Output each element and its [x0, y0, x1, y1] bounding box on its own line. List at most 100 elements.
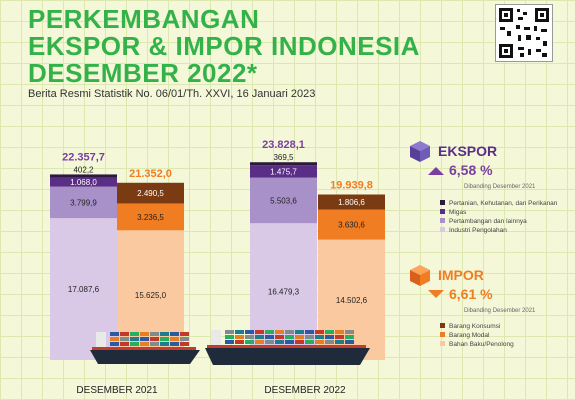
- ship-bridge: [211, 330, 221, 345]
- container: [160, 342, 169, 346]
- container: [315, 335, 324, 339]
- container: [110, 342, 119, 346]
- ekspor-bar-segment: [50, 174, 117, 178]
- container: [140, 342, 149, 346]
- container: [150, 337, 159, 341]
- container: [305, 330, 314, 334]
- ekspor-data-label: 369,5: [273, 153, 294, 162]
- container: [170, 337, 179, 341]
- ship-hull: [205, 348, 370, 365]
- ekspor-bar-segment: [250, 162, 317, 166]
- container: [245, 340, 254, 344]
- container: [315, 340, 324, 344]
- ships-illustration: [90, 330, 370, 365]
- legend-swatch: [440, 227, 445, 232]
- container: [150, 332, 159, 336]
- container: [295, 340, 304, 344]
- container: [275, 335, 284, 339]
- legend-swatch: [440, 341, 445, 346]
- title-line-2: EKSPOR & IMPOR INDONESIA: [28, 31, 420, 61]
- container: [245, 330, 254, 334]
- container: [285, 340, 294, 344]
- legend-label: Pertanian, Kehutanan, dan Perikanan: [449, 200, 558, 207]
- impor-compare: Dibanding Desember 2021: [464, 308, 536, 314]
- impor-label: IMPOR: [438, 267, 484, 283]
- ekspor-data-label: 17.087,6: [68, 285, 100, 294]
- x-tick-label: DESEMBER 2021: [76, 385, 158, 396]
- container: [345, 340, 354, 344]
- ship-hull: [90, 350, 200, 364]
- container: [140, 332, 149, 336]
- container: [335, 340, 344, 344]
- container: [255, 330, 264, 334]
- impor-legend: Barang Konsumsi Barang Modal Bahan Baku/Pe…: [440, 323, 514, 348]
- container: [295, 335, 304, 339]
- impor-data-label: 1.806,6: [338, 198, 365, 207]
- ekspor-data-label: 16.479,3: [268, 288, 300, 297]
- container: [160, 337, 169, 341]
- qr-code-icon: [499, 8, 549, 58]
- qr-code[interactable]: [495, 4, 553, 62]
- legend-label: Bahan Baku/Penolong: [449, 341, 514, 348]
- impor-cube-icon: [410, 265, 430, 286]
- impor-panel: IMPOR 6,61 % Dibanding Desember 2021 Bar…: [410, 265, 536, 348]
- legend-label: Migas: [449, 209, 467, 216]
- legend-swatch: [440, 332, 445, 337]
- container: [305, 335, 314, 339]
- ekspor-data-label: 3.799,9: [70, 198, 97, 207]
- container: [345, 330, 354, 334]
- container: [180, 332, 189, 336]
- container: [255, 340, 264, 344]
- impor-total-label: 21.352,0: [129, 168, 172, 180]
- container: [170, 342, 179, 346]
- container: [180, 337, 189, 341]
- legend-swatch: [440, 200, 445, 205]
- ship-bridge: [96, 332, 106, 347]
- container: [265, 330, 274, 334]
- title-line-3: DESEMBER 2022*: [28, 58, 258, 88]
- title-line-1: PERKEMBANGAN: [28, 4, 260, 34]
- container: [225, 340, 234, 344]
- container: [335, 330, 344, 334]
- container: [110, 337, 119, 341]
- ekspor-bar-segment: [50, 186, 117, 219]
- container: [120, 342, 129, 346]
- ekspor-bar-segment: [50, 177, 117, 187]
- ekspor-data-label: 5.503,6: [270, 196, 297, 205]
- container: [285, 330, 294, 334]
- impor-data-label: 3.236,5: [137, 213, 164, 222]
- ship-deck: [207, 345, 366, 348]
- container: [305, 340, 314, 344]
- ekspor-label: EKSPOR: [438, 143, 497, 159]
- ekspor-legend: Pertanian, Kehutanan, dan Perikanan Migas…: [440, 200, 558, 234]
- container: [325, 335, 334, 339]
- container: [235, 340, 244, 344]
- impor-bar-segment: [117, 203, 184, 231]
- container: [130, 332, 139, 336]
- container: [255, 335, 264, 339]
- container: [285, 335, 294, 339]
- impor-data-label: 2.490,5: [137, 189, 164, 198]
- container: [275, 340, 284, 344]
- container: [315, 330, 324, 334]
- container: [325, 340, 334, 344]
- ekspor-bar-segment: [250, 165, 317, 178]
- ekspor-data-label: 1.068,0: [70, 178, 97, 187]
- arrow-down-icon: [428, 290, 444, 298]
- impor-data-label: 15.625,0: [135, 291, 167, 300]
- x-tick-label: DESEMBER 2022: [264, 385, 346, 396]
- container: [265, 340, 274, 344]
- container: [160, 332, 169, 336]
- legend-swatch: [440, 323, 445, 328]
- arrow-up-icon: [428, 167, 444, 175]
- impor-change: 6,61 %: [449, 286, 493, 302]
- legend-label: Barang Konsumsi: [449, 323, 500, 330]
- legend-label: Barang Modal: [449, 332, 490, 339]
- container: [335, 335, 344, 339]
- container: [235, 330, 244, 334]
- impor-bar-segment: [318, 239, 385, 360]
- ekspor-total-label: 22.357,7: [62, 151, 105, 163]
- container: [110, 332, 119, 336]
- container: [120, 337, 129, 341]
